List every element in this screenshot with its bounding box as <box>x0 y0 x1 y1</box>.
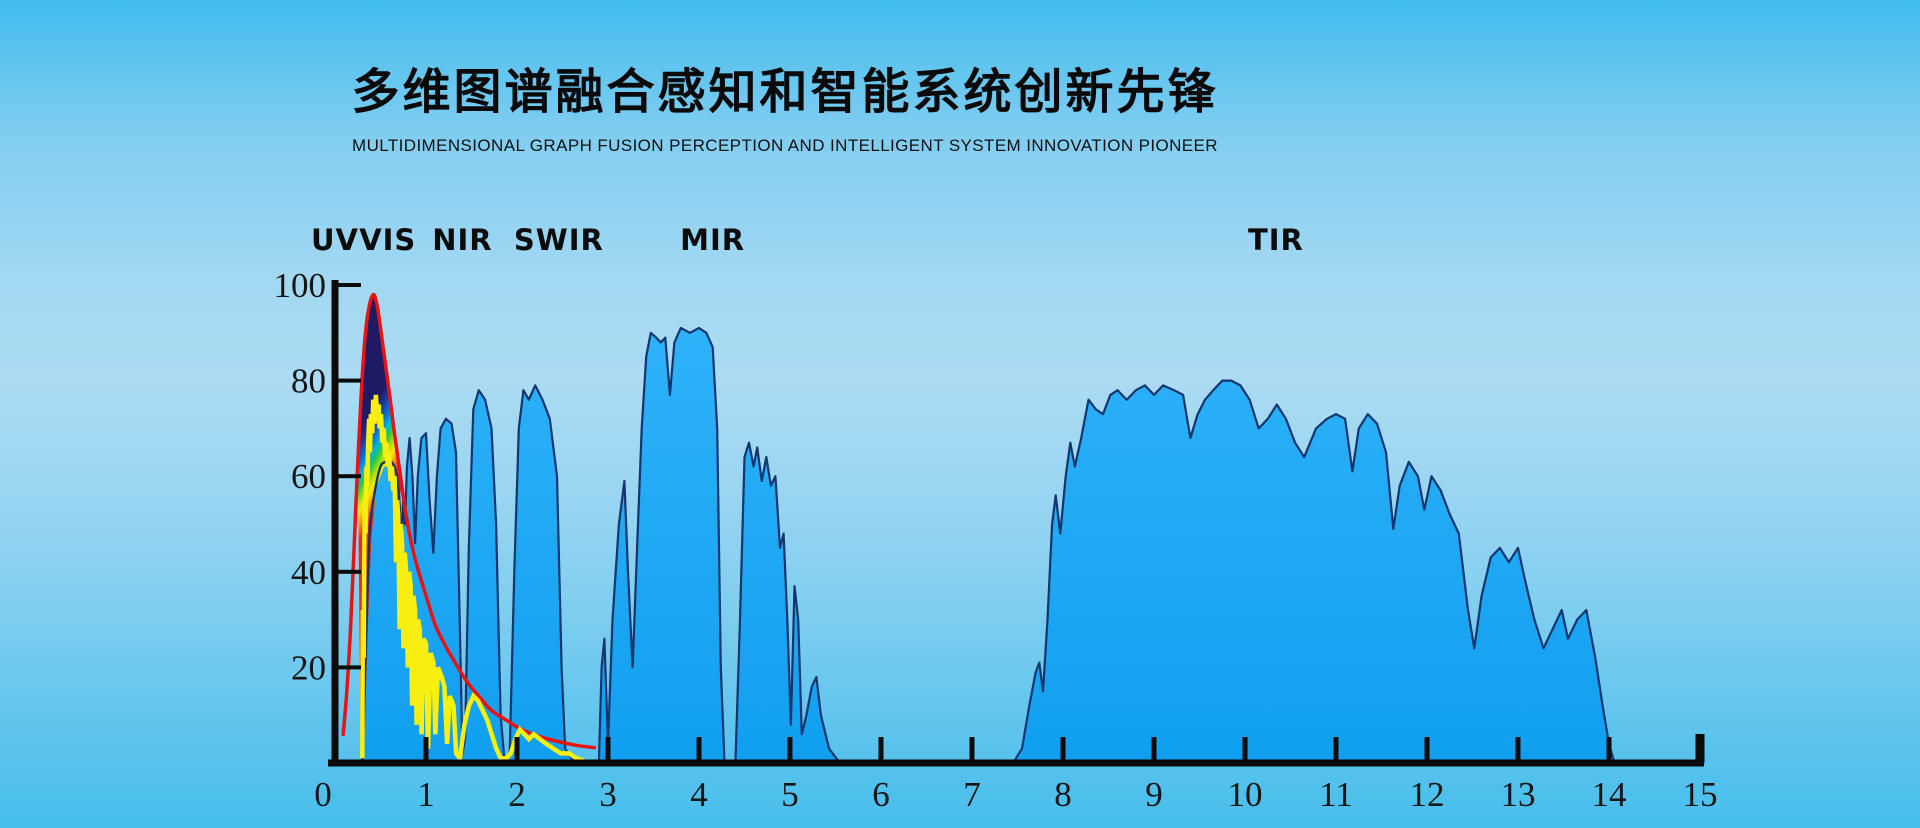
page-subtitle: MULTIDIMENSIONAL GRAPH FUSION PERCEPTION… <box>352 136 1218 155</box>
blackbody-envelope-curve <box>341 292 597 750</box>
y-tick-label: 60 <box>291 457 326 496</box>
x-tick-label: 12 <box>1410 775 1445 814</box>
transmission-outline <box>361 326 1700 765</box>
y-tick-label: 40 <box>291 553 326 592</box>
x-tick <box>878 737 884 763</box>
band-label-uv: UV <box>311 223 359 257</box>
header: 多维图谱融合感知和智能系统创新先锋 MULTIDIMENSIONAL GRAPH… <box>351 52 1218 156</box>
x-tick-label: 5 <box>781 775 799 814</box>
x-tick-label: 4 <box>690 775 708 814</box>
y-tick-label: 80 <box>291 362 326 401</box>
band-label-tir: TIR <box>1248 223 1304 257</box>
x-tick-label: 10 <box>1228 775 1263 814</box>
transmission-area <box>362 328 1700 763</box>
band-label-vis: VIS <box>359 223 416 257</box>
page-title: 多维图谱融合感知和智能系统创新先锋 <box>351 64 1219 120</box>
y-tick <box>335 569 361 574</box>
y-tick-label: 100 <box>274 266 327 305</box>
x-tick <box>514 737 520 763</box>
x-tick <box>423 737 429 763</box>
x-tick-label: 15 <box>1683 775 1718 814</box>
x-tick <box>1606 737 1612 763</box>
y-tick <box>335 474 361 479</box>
x-axis <box>328 759 1704 767</box>
x-tick-label: 8 <box>1054 775 1072 814</box>
x-tick <box>1151 737 1157 763</box>
x-tick-label: 2 <box>508 775 526 814</box>
band-label-swir: SWIR <box>514 223 604 257</box>
solar-irradiance-curve <box>360 394 585 764</box>
x-tick <box>969 737 975 763</box>
x-tick <box>1060 737 1066 763</box>
x-tick-label: 13 <box>1501 775 1536 814</box>
x-tick <box>1242 737 1248 763</box>
x-tick <box>1333 737 1339 763</box>
x-tick-label: 9 <box>1145 775 1163 814</box>
x-tick <box>1424 737 1430 763</box>
x-tick-label: 1 <box>417 775 435 814</box>
y-tick <box>335 283 361 287</box>
x-tick-label: 3 <box>599 775 617 814</box>
band-label-nir: NIR <box>432 223 492 257</box>
x-tick <box>1695 734 1705 763</box>
x-tick-label: 11 <box>1319 775 1353 814</box>
rainbow-peak-fill <box>357 294 406 763</box>
x-tick-label: 7 <box>963 775 981 814</box>
x-tick-label: 0 <box>314 775 332 814</box>
x-tick <box>1515 737 1521 763</box>
x-tick <box>696 737 702 763</box>
x-tick-label: 6 <box>872 775 890 814</box>
band-label-mir: MIR <box>680 223 745 257</box>
y-tick <box>335 378 361 383</box>
y-tick-label: 20 <box>291 648 326 687</box>
x-tick <box>605 737 611 763</box>
y-tick <box>335 665 361 670</box>
x-tick-label: 14 <box>1592 775 1627 814</box>
y-axis <box>331 280 339 767</box>
x-tick <box>787 737 793 763</box>
